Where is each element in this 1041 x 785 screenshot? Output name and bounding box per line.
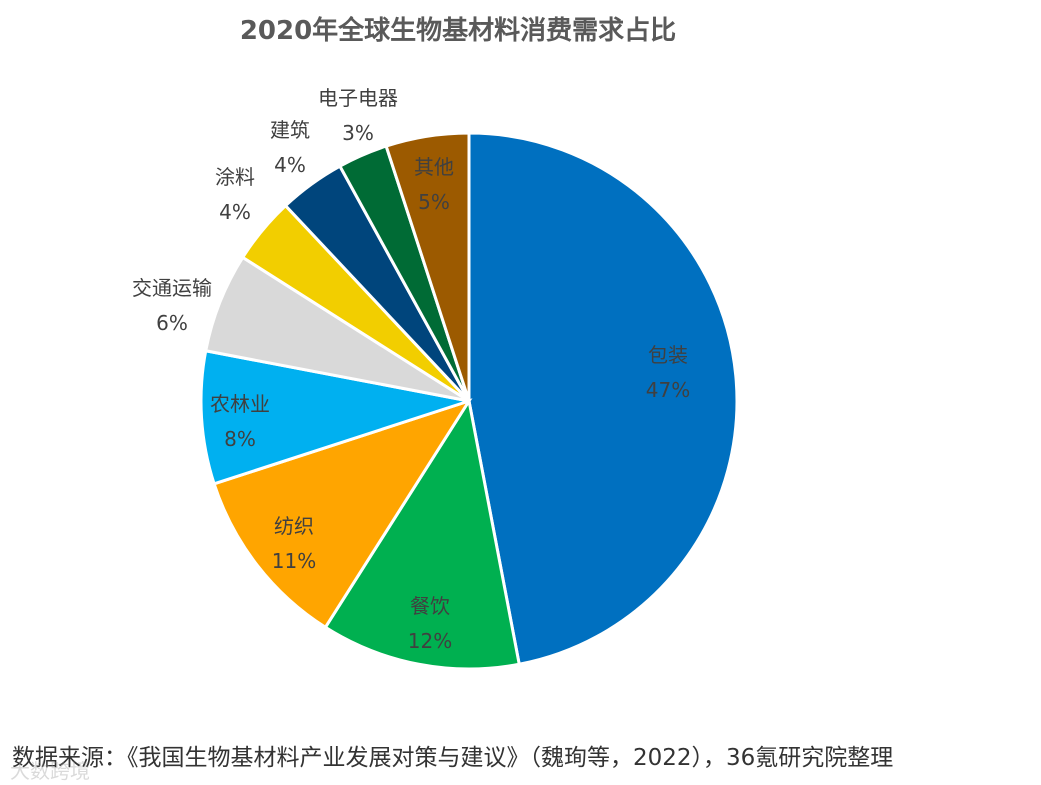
- slice-value-label: 11%: [272, 549, 316, 573]
- slice-category-label: 涂料: [215, 165, 255, 189]
- slice-category-label: 建筑: [270, 118, 310, 142]
- pie-labels: 包装 47% 餐饮 12% 纺织 11% 农林业 8% 交通运输 6% 涂料 4% 建筑 4% 电子电器 3%…: [132, 86, 690, 653]
- slice-value-label: 4%: [219, 200, 251, 224]
- slice-value-label: 3%: [342, 121, 374, 145]
- slice-value-label: 12%: [408, 629, 452, 653]
- pie-slice-2: [323, 396, 521, 671]
- slice-value-label: 5%: [418, 190, 450, 214]
- pie-slices: [199, 131, 739, 671]
- slice-value-label: 6%: [156, 311, 188, 335]
- chart-title: 2020年全球生物基材料消费需求占比: [239, 16, 677, 46]
- pie-slice-9: [384, 131, 471, 402]
- slice-category-label: 餐饮: [410, 594, 450, 618]
- slice-value-label: 8%: [224, 427, 256, 451]
- slice-category-label: 其他: [414, 155, 454, 179]
- pie-slice-4: [199, 349, 470, 486]
- pie-slice-3: [212, 398, 473, 630]
- slice-category-label: 纺织: [274, 514, 314, 538]
- slice-value-label: 47%: [646, 378, 690, 402]
- slice-category-label: 包装: [648, 343, 688, 367]
- source-note: 数据来源：《我国生物基材料产业发展对策与建议》（魏珣等，2022），36氪研究院…: [12, 745, 894, 771]
- watermark: 大数跨境: [10, 759, 90, 783]
- slice-category-label: 农林业: [210, 392, 270, 416]
- slice-category-label: 电子电器: [318, 86, 398, 110]
- pie-slice-1: [467, 131, 739, 667]
- slice-value-label: 4%: [274, 153, 306, 177]
- slice-category-label: 交通运输: [132, 276, 212, 300]
